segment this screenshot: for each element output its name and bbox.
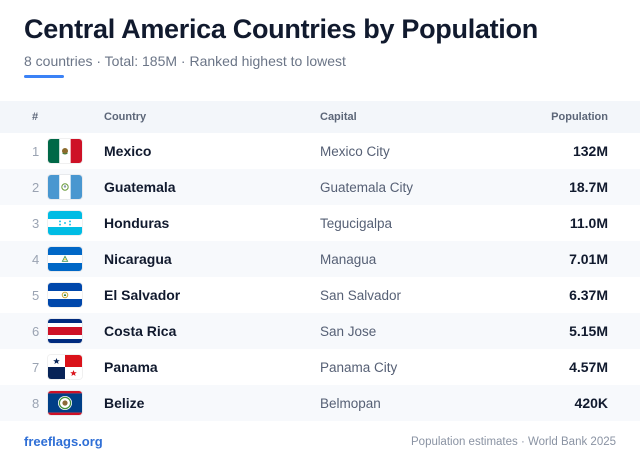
honduras-flag-icon [48,211,82,235]
table-row[interactable]: 5 El Salvador San Salvador 6.37M [0,277,640,313]
column-header-country: Country [104,111,147,123]
row-rank: 3 [32,215,40,231]
row-capital: Managua [320,251,377,267]
page-header: Central America Countries by Population … [24,12,624,78]
page-footer: freeflags.org Population estimates · Wor… [24,434,616,449]
table-header-row: # Country Capital Population [0,101,640,133]
row-population: 18.7M [569,179,608,195]
row-population: 4.57M [569,359,608,375]
nicaragua-flag-icon [48,247,82,271]
row-rank: 5 [32,287,40,303]
row-population: 420K [574,395,608,411]
row-population: 5.15M [569,323,608,339]
row-capital: Mexico City [320,143,390,159]
population-table: # Country Capital Population 1 Mexico Me… [0,101,640,421]
row-capital: Panama City [320,359,398,375]
column-header-population: Population [551,111,608,123]
table-row[interactable]: 8 Belize Belmopan 420K [0,385,640,421]
table-row[interactable]: 2 Guatemala Guatemala City 18.7M [0,169,640,205]
row-rank: 2 [32,179,40,195]
row-capital: San Salvador [320,287,402,303]
belize-flag-icon [48,391,82,415]
row-rank: 6 [32,323,40,339]
table-row[interactable]: 6 Costa Rica San Jose 5.15M [0,313,640,349]
column-header-rank: # [32,111,39,123]
page-title: Central America Countries by Population [24,14,538,44]
row-rank: 1 [32,143,40,159]
row-country: El Salvador [104,287,181,303]
row-capital: Guatemala City [320,179,414,195]
guatemala-flag-icon [48,175,82,199]
row-country: Guatemala [104,179,176,195]
row-country: Mexico [104,143,152,159]
row-capital: San Jose [320,323,377,339]
row-country: Belize [104,395,145,411]
row-rank: 8 [32,395,40,411]
row-rank: 7 [32,359,40,375]
table-row[interactable]: 1 Mexico Mexico City 132M [0,133,640,169]
panama-flag-icon [48,355,82,379]
accent-bar [24,75,64,78]
row-population: 132M [572,143,608,159]
row-population: 6.37M [569,287,608,303]
page-subtitle: 8 countries · Total: 185M · Ranked highe… [24,53,346,69]
row-country: Honduras [104,215,170,231]
mexico-flag-icon [48,139,82,163]
row-country: Panama [104,359,158,375]
row-population: 11.0M [569,215,608,231]
table-row[interactable]: 3 Honduras Tegucigalpa 11.0M [0,205,640,241]
row-rank: 4 [32,251,40,267]
table-row[interactable]: 4 Nicaragua Managua 7.01M [0,241,640,277]
row-population: 7.01M [569,251,608,267]
costa-rica-flag-icon [48,319,82,343]
brand-link[interactable]: freeflags.org [24,434,103,449]
row-country: Nicaragua [104,251,172,267]
source-note: Population estimates · World Bank 2025 [411,435,616,448]
row-country: Costa Rica [104,323,177,339]
row-capital: Tegucigalpa [320,215,393,231]
row-capital: Belmopan [320,395,381,411]
table-row[interactable]: 7 Panama Panama City 4.57M [0,349,640,385]
column-header-capital: Capital [320,111,357,123]
el-salvador-flag-icon [48,283,82,307]
